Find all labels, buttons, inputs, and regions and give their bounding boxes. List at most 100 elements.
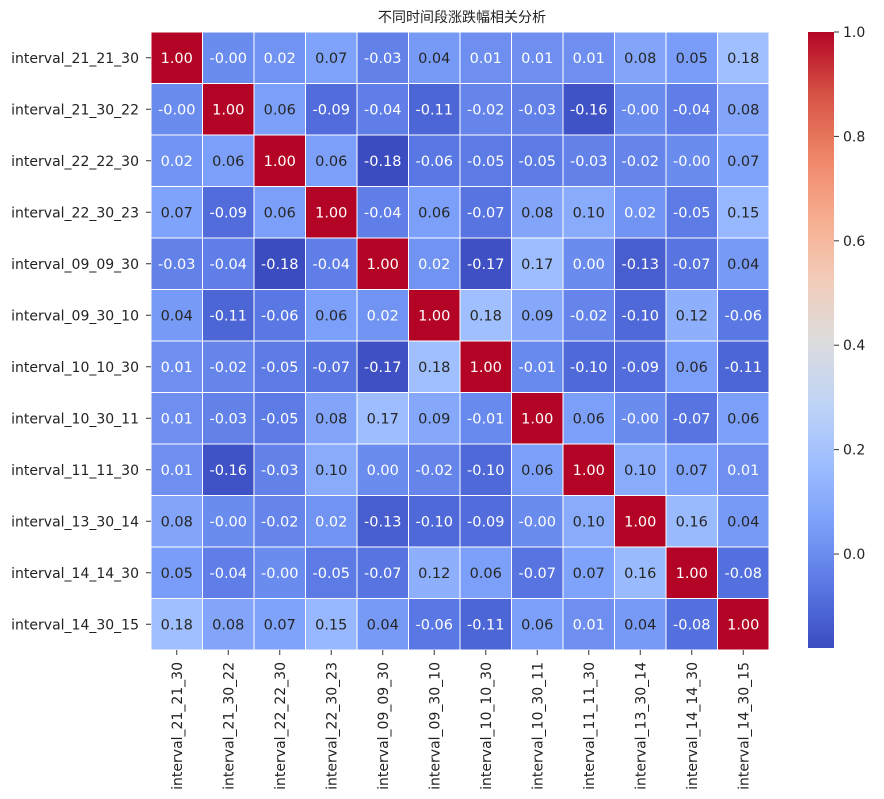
cell-value-label: 0.12: [418, 566, 450, 582]
cell-value-label: 0.02: [418, 257, 450, 273]
heatmap-cell: [665, 83, 718, 136]
cell-value-label: 0.06: [470, 566, 502, 582]
cell-value-label: -0.04: [364, 205, 402, 221]
cell-value-label: 0.17: [521, 257, 553, 273]
heatmap-cell: [665, 392, 718, 445]
cell-value-label: 0.01: [521, 51, 553, 67]
y-tick-label: interval_22_30_23: [11, 205, 139, 221]
cell-value-label: 1.00: [624, 514, 656, 530]
colorbar-ticks: 0.0 0.2 0.4 0.6 0.8 1.0: [834, 25, 865, 563]
cell-value-label: -0.03: [158, 257, 196, 273]
y-tick-label: interval_13_30_14: [11, 514, 139, 530]
x-tick-label: interval_22_30_23: [324, 662, 340, 790]
cell-value-label: -0.04: [312, 257, 350, 273]
cell-value-label: 1.00: [418, 308, 450, 324]
cell-value-label: 0.06: [264, 102, 296, 118]
cell-value-label: -0.00: [209, 51, 247, 67]
cell-value-label: -0.00: [209, 514, 247, 530]
cell-value-label: 0.15: [727, 205, 759, 221]
cell-value-label: -0.05: [261, 360, 299, 376]
heatmap-cell: [562, 443, 615, 496]
cell-value-label: 0.04: [727, 257, 759, 273]
cell-value-label: 0.18: [161, 617, 193, 633]
heatmap-cell: [356, 237, 409, 290]
cell-value-label: -0.06: [724, 308, 762, 324]
heatmap-cell: [305, 546, 358, 599]
cell-value-label: 1.00: [470, 360, 502, 376]
heatmap-cell: [717, 186, 770, 239]
cell-value-label: -0.07: [673, 257, 711, 273]
cell-value-label: -0.00: [518, 514, 556, 530]
heatmap-cell: [408, 186, 461, 239]
heatmap-cell: [150, 392, 203, 445]
cell-value-label: 0.01: [161, 411, 193, 427]
heatmap-cell: [408, 598, 461, 651]
y-tick-label: interval_21_30_22: [11, 102, 139, 118]
heatmap-cell: [150, 340, 203, 393]
cell-value-label: -0.18: [364, 154, 402, 170]
heatmap-cell: [356, 495, 409, 548]
cell-value-label: -0.06: [415, 154, 453, 170]
heatmap-cell: [150, 31, 203, 84]
cell-value-label: -0.02: [621, 154, 659, 170]
heatmap-cell: [459, 83, 512, 136]
cell-value-label: 0.00: [573, 257, 605, 273]
cell-value-label: -0.04: [209, 566, 247, 582]
y-tick-label: interval_10_30_11: [11, 411, 139, 427]
cell-value-label: 0.01: [573, 51, 605, 67]
heatmap-cell: [202, 340, 255, 393]
cell-value-label: 0.18: [727, 51, 759, 67]
cell-value-label: 0.04: [624, 617, 656, 633]
heatmap-cell: [150, 546, 203, 599]
cell-value-label: -0.03: [209, 411, 247, 427]
cell-value-label: 1.00: [676, 566, 708, 582]
heatmap-cell: [459, 443, 512, 496]
heatmap-cell: [150, 134, 203, 187]
cell-value-label: 0.08: [315, 411, 347, 427]
cell-value-label: 0.16: [676, 514, 708, 530]
cell-value-label: 0.06: [676, 360, 708, 376]
heatmap-cell: [253, 237, 306, 290]
heatmap-cell: [717, 392, 770, 445]
cell-value-label: 0.08: [161, 514, 193, 530]
cell-value-label: -0.01: [518, 360, 556, 376]
heatmap-cell: [717, 598, 770, 651]
cell-value-label: 0.08: [212, 617, 244, 633]
heatmap-cell: [408, 443, 461, 496]
cell-value-label: 0.00: [367, 463, 399, 479]
heatmap-cell: [253, 186, 306, 239]
heatmap-cell: [202, 495, 255, 548]
colorbar-tick-label: 1.0: [843, 25, 865, 41]
cell-value-label: -0.05: [312, 566, 350, 582]
heatmap-cell: [150, 443, 203, 496]
heatmap-cell: [202, 237, 255, 290]
heatmap-cell: [408, 340, 461, 393]
cell-value-label: -0.06: [415, 617, 453, 633]
cell-value-label: -0.04: [673, 102, 711, 118]
colorbar: 0.0 0.2 0.4 0.6 0.8 1.0: [808, 25, 865, 648]
heatmap-cell: [562, 289, 615, 342]
x-tick-label: interval_14_14_30: [685, 662, 701, 790]
heatmap-annotations: 1.00 -0.00 0.02 0.07 -0.03 0.04 0.01 0.01 0.01 0.…: [158, 51, 762, 634]
cell-value-label: -0.10: [570, 360, 608, 376]
x-tick-label: interval_21_21_30: [170, 662, 186, 790]
x-tick-label: interval_22_22_30: [273, 662, 289, 790]
cell-value-label: 0.06: [521, 617, 553, 633]
cell-value-label: -0.02: [209, 360, 247, 376]
cell-value-label: -0.10: [467, 463, 505, 479]
cell-value-label: 0.10: [573, 514, 605, 530]
heatmap-cell: [305, 83, 358, 136]
colorbar-gradient: [808, 32, 834, 648]
heatmap-cell: [511, 495, 564, 548]
colorbar-tick-label: 0.0: [843, 547, 865, 563]
cell-value-label: -0.00: [621, 411, 659, 427]
heatmap-cell: [305, 443, 358, 496]
cell-value-label: 0.07: [676, 463, 708, 479]
cell-value-label: 0.01: [161, 463, 193, 479]
y-tick-label: interval_22_22_30: [11, 154, 139, 170]
heatmap-cell: [459, 546, 512, 599]
cell-value-label: -0.04: [209, 257, 247, 273]
cell-value-label: 1.00: [573, 463, 605, 479]
heatmap-cell: [614, 340, 667, 393]
heatmap-cell: [717, 443, 770, 496]
